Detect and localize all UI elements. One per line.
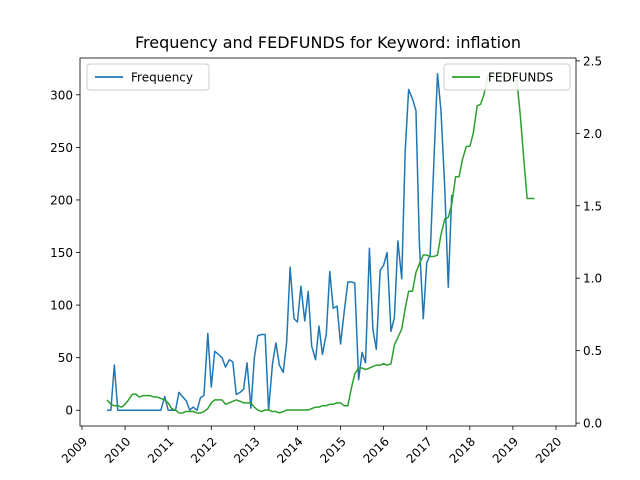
legend-layer: Frequency FEDFUNDS [86,63,571,91]
y-left-tick-label-300: 300 [50,88,73,102]
y-left-tick-label-150: 150 [50,246,73,260]
y-right-tick-label-1.5: 1.5 [583,199,602,213]
series-line-fedfunds [106,71,535,414]
series-line-frequency [106,73,453,411]
legend-upper-left: Frequency [86,63,210,91]
y-left-tick-label-0: 0 [65,404,73,418]
y-left-tick-label-50: 50 [58,351,73,365]
y-right-tick-label-2.5: 2.5 [583,54,602,68]
plot-frame [79,57,577,427]
legend-label-frequency: Frequency [131,71,193,85]
legend-box [443,63,571,91]
y-right-tick-label-1.0: 1.0 [583,272,602,286]
y-left-tick-label-200: 200 [50,193,73,207]
legend-label-fedfunds: FEDFUNDS [488,71,553,85]
y-left-tick-label-250: 250 [50,141,73,155]
legend-upper-right: FEDFUNDS [443,63,571,91]
y-right-tick-label-0.5: 0.5 [583,344,602,358]
y-right-tick-label-2.0: 2.0 [583,127,602,141]
y-left-tick-label-100: 100 [50,299,73,313]
legend-box [86,63,210,91]
chart-title: Frequency and FEDFUNDS for Keyword: infl… [135,33,521,52]
y-right-tick-label-0.0: 0.0 [583,417,602,431]
series-layer [106,71,535,414]
